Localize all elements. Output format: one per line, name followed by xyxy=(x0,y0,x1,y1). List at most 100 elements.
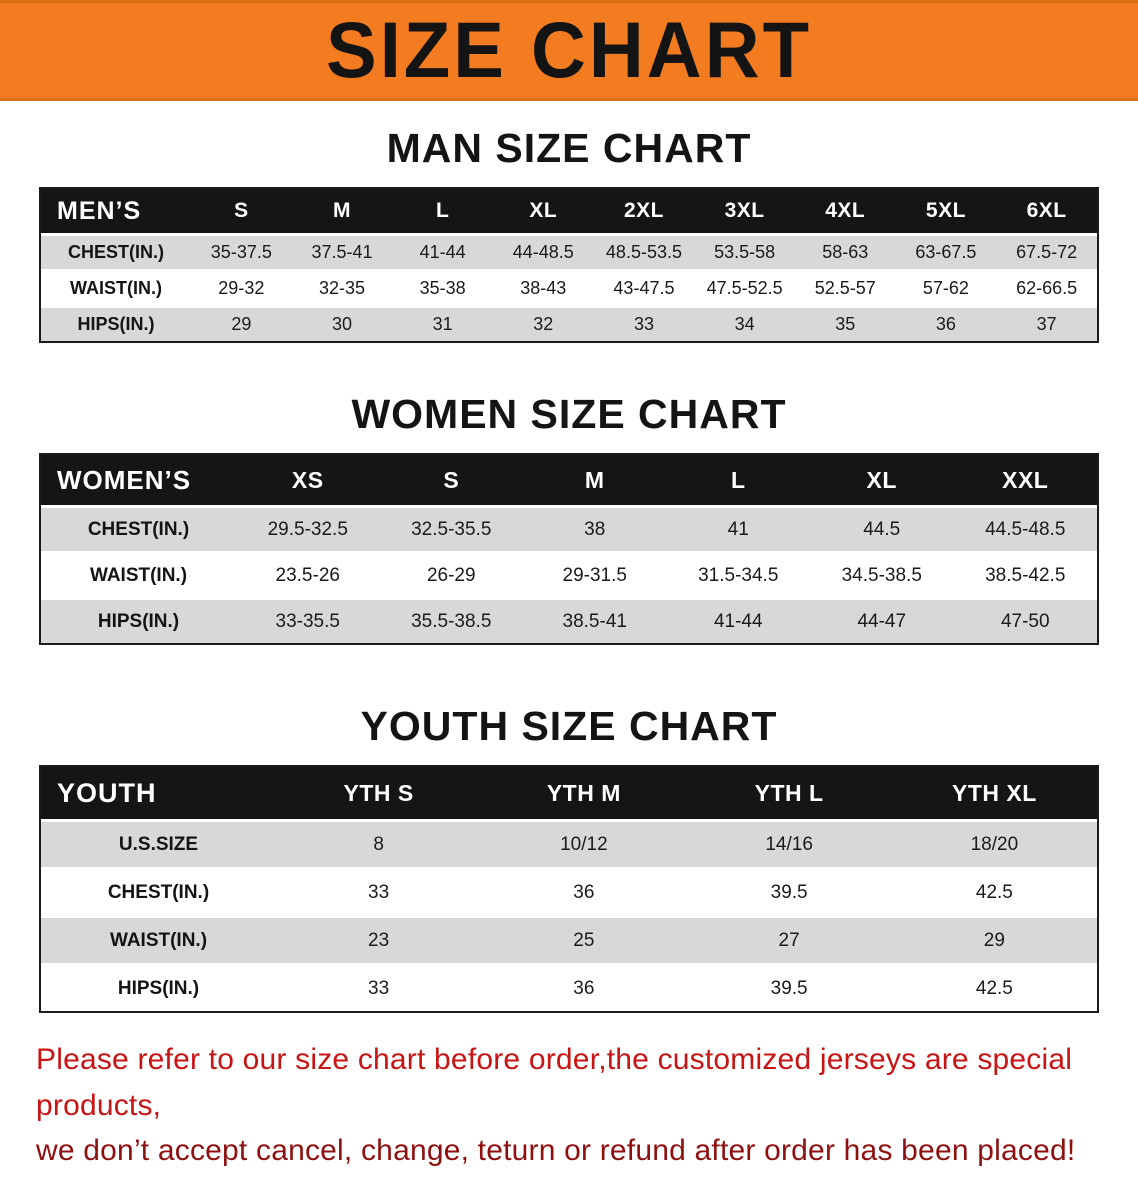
value-cell: 33-35.5 xyxy=(275,610,340,632)
value-cell: 14/16 xyxy=(765,833,813,855)
table-header-row: YOUTH YTH S YTH M YTH L YTH XL xyxy=(41,767,1097,819)
value-cell: 35 xyxy=(835,314,856,334)
size-header-cell: 4XL xyxy=(794,189,896,233)
value-cell: 52.5-57 xyxy=(814,278,876,298)
size-header-cell: XXL xyxy=(953,455,1097,505)
row-label-cell: HIPS(IN.) xyxy=(97,610,180,632)
size-header-cell: 5XL xyxy=(895,189,997,233)
row-label-cell: WAIST(IN.) xyxy=(109,929,208,951)
row-label-cell: CHEST(IN.) xyxy=(107,881,210,903)
measurement-row: HIPS(IN.) 33-35.5 35.5-38.5 38.5-41 41-44 44-… xyxy=(41,600,1097,643)
table-header-row: MEN’S S M L XL 2XL 3XL 4XL 5XL 6XL xyxy=(41,189,1097,233)
value-cell: 8 xyxy=(373,833,384,855)
measurement-row: CHEST(IN.) 35-37.5 37.5-41 41-44 44-48.5 48.5… xyxy=(41,236,1097,269)
value-cell: 10/12 xyxy=(560,833,608,855)
value-cell: 23.5-26 xyxy=(275,564,340,586)
size-header-cell: YTH XL xyxy=(891,767,1097,819)
women-size-table-wrap: WOMEN’S XS S M L XL XXL CHEST(IN.) 29.5-32.5 32.5… xyxy=(39,453,1099,645)
value-cell: 38 xyxy=(584,518,606,540)
size-header-cell: 2XL xyxy=(593,189,695,233)
man-size-chart-heading: MAN SIZE CHART xyxy=(386,125,752,171)
value-cell: 18/20 xyxy=(970,833,1019,855)
row-label-cell: U.S.SIZE xyxy=(118,833,199,855)
banner: SIZE CHART xyxy=(0,0,1138,101)
size-header-cell: YTH L xyxy=(686,767,892,819)
value-cell: 29 xyxy=(231,314,252,334)
value-cell: 35.5-38.5 xyxy=(411,610,492,632)
value-cell: 36 xyxy=(573,977,595,999)
notice-line-1: Please refer to our size chart before or… xyxy=(36,1043,1073,1122)
value-cell: 44-47 xyxy=(857,610,907,632)
notice-line-2: we don’t accept cancel, change, teturn o… xyxy=(36,1134,1076,1168)
size-header-cell: M xyxy=(523,455,667,505)
value-cell: 63-67.5 xyxy=(915,242,977,262)
measurement-row: WAIST(IN.) 29-32 32-35 35-38 38-43 43-47.5 47.… xyxy=(41,272,1097,305)
value-cell: 38.5-42.5 xyxy=(985,564,1066,586)
size-header-cell: XL xyxy=(492,189,594,233)
value-cell: 35-37.5 xyxy=(210,242,272,262)
row-label-cell: CHEST(IN.) xyxy=(68,242,164,262)
size-header-cell: 6XL xyxy=(996,189,1097,233)
value-cell: 31 xyxy=(432,314,453,334)
value-cell: 25 xyxy=(573,929,595,951)
value-cell: 47-50 xyxy=(1000,610,1050,632)
size-header-cell: S xyxy=(379,455,523,505)
value-cell: 47.5-52.5 xyxy=(706,278,783,298)
value-cell: 38-43 xyxy=(520,278,567,298)
value-cell: 44-48.5 xyxy=(512,242,574,262)
size-header-cell: M xyxy=(291,189,393,233)
measurement-row: WAIST(IN.) 23.5-26 26-29 29-31.5 31.5-34.5 34… xyxy=(41,554,1097,597)
row-label-cell: WAIST(IN.) xyxy=(70,278,162,298)
size-header-cell: S xyxy=(191,189,292,233)
page-title: SIZE CHART xyxy=(326,6,812,95)
value-cell: 41 xyxy=(727,518,749,540)
value-cell: 38.5-41 xyxy=(562,610,627,632)
value-cell: 37 xyxy=(1036,314,1057,334)
value-cell: 41-44 xyxy=(713,610,763,632)
row-label-cell: WAIST(IN.) xyxy=(89,564,188,586)
youth-size-chart-heading: YOUTH SIZE CHART xyxy=(360,703,778,749)
value-cell: 62-66.5 xyxy=(1016,278,1078,298)
value-cell: 35-38 xyxy=(419,278,466,298)
size-header-cell: YTH S xyxy=(276,767,482,819)
measurement-row: HIPS(IN.) 33 36 39.5 42.5 xyxy=(41,966,1097,1011)
value-cell: 26-29 xyxy=(426,564,476,586)
size-header-cell: 3XL xyxy=(694,189,795,233)
table-title-cell: YOUTH xyxy=(41,767,276,819)
value-cell: 29.5-32.5 xyxy=(267,518,348,540)
table-title-cell: WOMEN’S xyxy=(41,455,236,505)
value-cell: 43-47.5 xyxy=(613,278,675,298)
section-man-size-chart: MAN SIZE CHART MEN’S S M L XL 2XL 3XL 4XL 5XL 6XL… xyxy=(0,125,1138,343)
size-header-cell: XS xyxy=(236,455,380,505)
measurement-row: HIPS(IN.) 29 30 31 32 33 34 35 36 37 xyxy=(41,308,1097,341)
value-cell: 27 xyxy=(778,929,800,951)
measurement-row: CHEST(IN.) 29.5-32.5 32.5-35.5 38 41 44.5 44.5… xyxy=(41,508,1097,551)
section-women-size-chart: WOMEN SIZE CHART WOMEN’S XS S M L XL XXL CHEST(… xyxy=(0,391,1138,645)
value-cell: 29 xyxy=(983,929,1005,951)
youth-size-table-wrap: YOUTH YTH S YTH M YTH L YTH XL U.S.SIZE 8 10/12… xyxy=(39,765,1099,1013)
value-cell: 33 xyxy=(368,977,390,999)
measurement-row: WAIST(IN.) 23 25 27 29 xyxy=(41,918,1097,963)
value-cell: 53.5-58 xyxy=(714,242,776,262)
row-label-cell: CHEST(IN.) xyxy=(87,518,190,540)
value-cell: 32 xyxy=(533,314,554,334)
value-cell: 34.5-38.5 xyxy=(841,564,922,586)
size-header-cell: L xyxy=(666,455,810,505)
value-cell: 33 xyxy=(368,881,390,903)
value-cell: 34 xyxy=(734,314,755,334)
value-cell: 67.5-72 xyxy=(1016,242,1078,262)
women-size-chart-heading: WOMEN SIZE CHART xyxy=(351,391,787,437)
size-header-cell: YTH M xyxy=(481,767,687,819)
men-size-table: MEN’S S M L XL 2XL 3XL 4XL 5XL 6XL CHEST(IN.) 35-37… xyxy=(41,189,1097,341)
table-header-row: WOMEN’S XS S M L XL XXL xyxy=(41,455,1097,505)
row-label-cell: HIPS(IN.) xyxy=(117,977,200,999)
men-size-table-wrap: MEN’S S M L XL 2XL 3XL 4XL 5XL 6XL CHEST(IN.) 35-37… xyxy=(39,187,1099,343)
value-cell: 37.5-41 xyxy=(311,242,373,262)
value-cell: 29-31.5 xyxy=(562,564,627,586)
row-label-cell: HIPS(IN.) xyxy=(77,314,155,334)
value-cell: 42.5 xyxy=(975,881,1013,903)
section-youth-size-chart: YOUTH SIZE CHART YOUTH YTH S YTH M YTH L YTH… xyxy=(0,703,1138,1013)
measurement-row: U.S.SIZE 8 10/12 14/16 18/20 xyxy=(41,822,1097,867)
value-cell: 33 xyxy=(633,314,654,334)
